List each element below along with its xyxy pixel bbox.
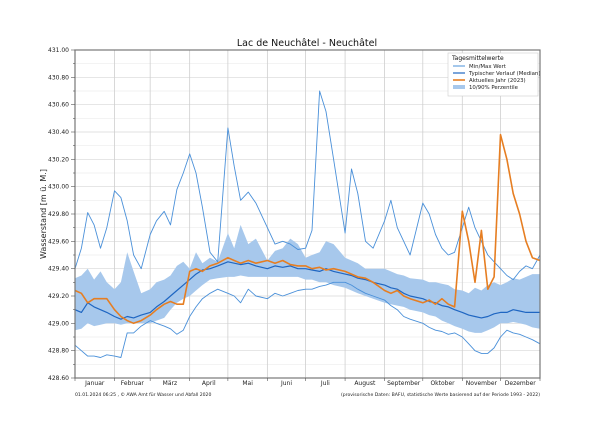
y-tick-label: 429.00 — [48, 320, 69, 327]
legend: Tagesmittelwerte Min/Max Wert Typischer … — [447, 52, 540, 97]
legend-entry-median: Typischer Verlauf (Median) — [453, 71, 540, 77]
y-tick-label: 430.60 — [48, 102, 69, 109]
max-line — [74, 90, 541, 281]
percentile-band-area — [75, 224, 540, 333]
y-axis: 428.60 428.80 429.00 429.20 429.40 429.60 429.… — [48, 47, 75, 382]
legend-entry-minmax: Min/Max Wert — [453, 64, 506, 70]
y-tick-label: 429.40 — [48, 266, 69, 273]
svg-text:Typischer Verlauf (Median): Typischer Verlauf (Median) — [468, 71, 540, 77]
x-tick-label: Juli — [320, 380, 330, 387]
x-axis: Januar Februar März April Mai Juni Juli August S… — [74, 378, 541, 387]
svg-text:Min/Max Wert: Min/Max Wert — [469, 64, 506, 70]
percentile-band — [75, 224, 540, 333]
x-tick-label: Januar — [84, 380, 105, 387]
chart-title: Lac de Neuchâtel - Neuchâtel — [237, 38, 377, 49]
y-axis-label: Wasserstand [m ü. M.] — [39, 169, 48, 259]
y-tick-label: 430.20 — [48, 156, 69, 163]
legend-entry-percentile: 10/90% Perzentile — [453, 85, 519, 91]
current-year-line — [74, 133, 541, 325]
x-tick-label: Mai — [242, 380, 253, 387]
x-tick-label: Oktober — [430, 380, 455, 387]
median-line — [74, 261, 540, 320]
y-tick-label: 429.80 — [48, 211, 69, 218]
y-tick-label: 430.40 — [48, 129, 69, 136]
footer-left: 01.01.2024 06:25 , © AWA Amt für Wasser … — [75, 391, 211, 398]
x-tick-label: März — [163, 380, 177, 387]
x-tick-label: Februar — [121, 380, 145, 387]
y-tick-label: 428.80 — [48, 348, 69, 355]
x-tick-label: September — [387, 380, 421, 387]
svg-text:10/90% Perzentile: 10/90% Perzentile — [469, 85, 519, 91]
legend-title: Tagesmittelwerte — [451, 55, 504, 62]
y-tick-label: 430.00 — [48, 184, 69, 191]
x-tick-label: November — [466, 380, 498, 387]
footer-right: (provisorische Daten: BAFU, statistische… — [341, 392, 540, 398]
x-tick-label: August — [354, 380, 376, 387]
series-lines — [74, 90, 541, 358]
y-tick-label: 429.20 — [48, 293, 69, 300]
x-tick-label: Juni — [280, 380, 292, 387]
y-tick-label: 428.60 — [48, 375, 69, 382]
y-tick-label: 430.80 — [48, 74, 69, 81]
legend-entry-current-year: Aktuelles Jahr (2023) — [453, 78, 526, 84]
x-tick-label: April — [202, 380, 216, 387]
y-tick-label: 431.00 — [48, 47, 69, 54]
min-line — [74, 281, 541, 358]
y-tick-label: 429.60 — [48, 238, 69, 245]
svg-text:Aktuelles Jahr (2023): Aktuelles Jahr (2023) — [469, 78, 526, 84]
x-tick-label: Dezember — [505, 380, 536, 387]
